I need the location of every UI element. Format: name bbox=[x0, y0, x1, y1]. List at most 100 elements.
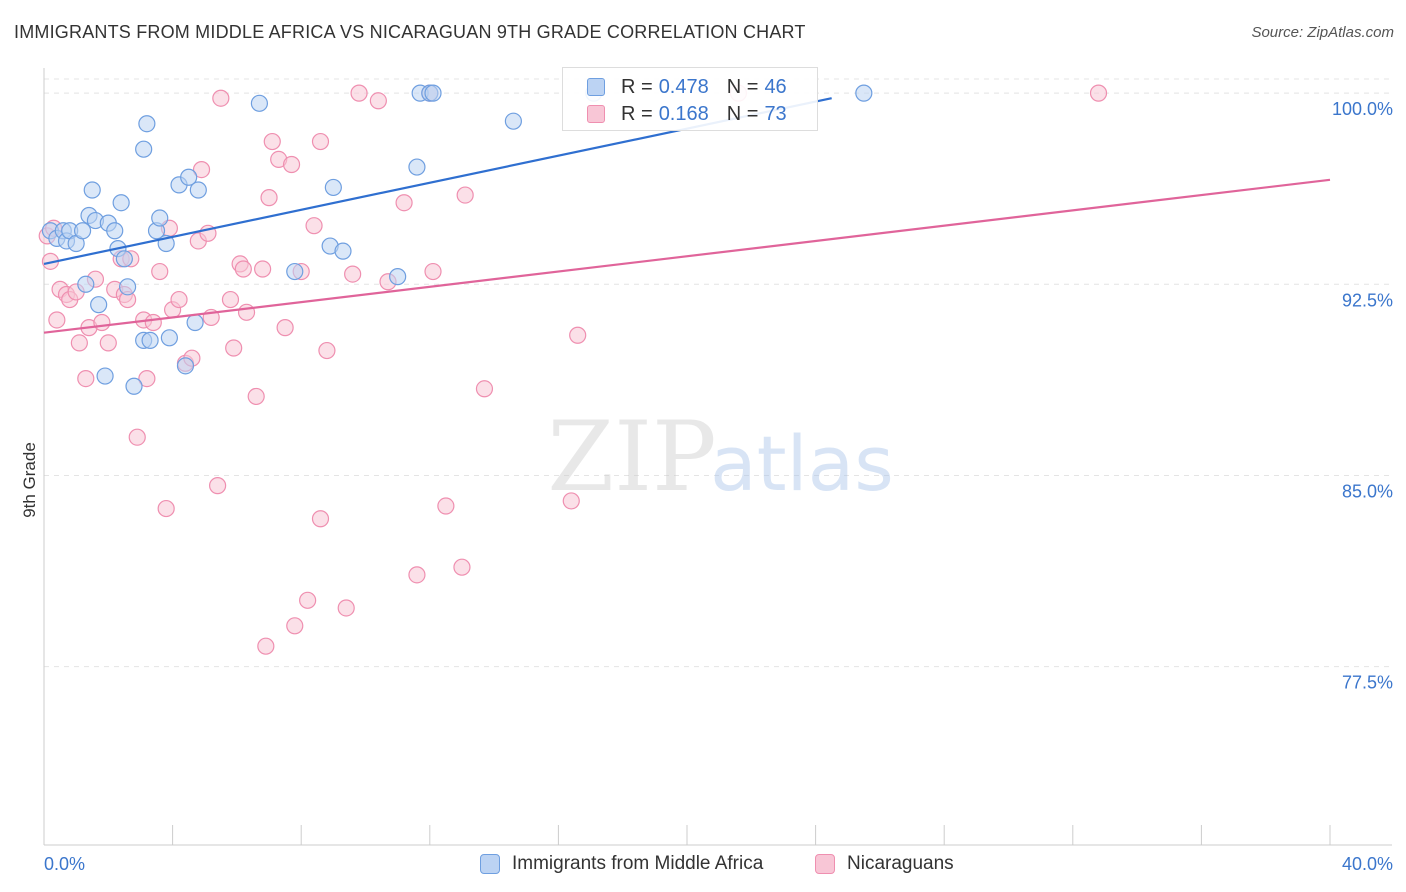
y-tick-label: 85.0% bbox=[1342, 481, 1393, 501]
data-point-nicaraguans bbox=[395, 194, 413, 212]
data-point-nicaraguans bbox=[263, 132, 281, 151]
data-point-nicaraguans bbox=[221, 290, 240, 309]
data-point-middle-africa bbox=[286, 262, 304, 281]
legend-row-nicaraguans: R = 0.168 N = 73 bbox=[587, 102, 787, 126]
legend-r-value: 0.478 bbox=[658, 75, 709, 98]
data-point-nicaraguans bbox=[282, 155, 301, 174]
gridlines bbox=[44, 78, 1392, 668]
series-nicaraguans-points bbox=[38, 84, 1108, 655]
legend-n-value: 46 bbox=[764, 75, 787, 98]
legend-n-label: N = bbox=[726, 75, 759, 98]
watermark-atlas: atlas bbox=[710, 419, 894, 508]
data-point-middle-africa bbox=[96, 367, 114, 385]
legend-n-value: 73 bbox=[764, 102, 787, 125]
data-point-middle-africa bbox=[324, 178, 342, 197]
data-point-nicaraguans bbox=[144, 313, 162, 332]
data-point-middle-africa bbox=[83, 181, 101, 199]
y-tick-label: 100.0% bbox=[1332, 99, 1393, 119]
data-point-middle-africa bbox=[408, 158, 426, 176]
data-point-nicaraguans bbox=[344, 265, 362, 283]
data-point-nicaraguans bbox=[237, 303, 256, 321]
data-point-middle-africa bbox=[135, 140, 153, 158]
trend-line-nicaraguans bbox=[43, 178, 1331, 334]
data-point-nicaraguans bbox=[192, 160, 211, 179]
data-point-nicaraguans bbox=[260, 189, 278, 207]
data-point-middle-africa bbox=[180, 168, 198, 186]
data-point-middle-africa bbox=[138, 115, 156, 133]
data-point-nicaraguans bbox=[70, 334, 88, 352]
bottom-legend-label: Nicaraguans bbox=[847, 853, 954, 874]
series-middle-africa-points bbox=[41, 84, 873, 395]
data-point-nicaraguans bbox=[151, 262, 169, 281]
data-point-nicaraguans bbox=[286, 617, 304, 635]
tick-labels: 77.5% 85.0% 92.5% 100.0% 0.0% 40.0% bbox=[44, 99, 1393, 874]
data-point-middle-africa bbox=[73, 222, 92, 240]
data-point-nicaraguans bbox=[99, 334, 117, 352]
data-point-middle-africa bbox=[334, 242, 352, 260]
data-point-middle-africa bbox=[855, 84, 873, 102]
y-tick-label: 92.5% bbox=[1342, 290, 1393, 310]
data-point-nicaraguans bbox=[311, 510, 330, 528]
data-point-nicaraguans bbox=[209, 477, 227, 495]
legend-swatch-pink bbox=[587, 105, 605, 123]
chart-title: IMMIGRANTS FROM MIDDLE AFRICA VS NICARAG… bbox=[14, 22, 806, 42]
data-point-nicaraguans bbox=[311, 132, 330, 151]
source-label: Source: ZipAtlas.com bbox=[1251, 24, 1394, 41]
data-point-nicaraguans bbox=[475, 380, 494, 398]
bottom-legend-middle-africa: Immigrants from Middle Africa bbox=[480, 852, 763, 876]
data-point-nicaraguans bbox=[48, 311, 66, 329]
data-point-nicaraguans bbox=[299, 591, 317, 609]
data-point-middle-africa bbox=[176, 357, 195, 375]
data-point-middle-africa bbox=[125, 377, 143, 395]
data-point-nicaraguans bbox=[569, 326, 587, 344]
x-tick-label: 40.0% bbox=[1342, 854, 1393, 874]
data-point-middle-africa bbox=[90, 296, 108, 314]
data-point-nicaraguans bbox=[337, 599, 355, 617]
data-point-middle-africa bbox=[77, 275, 95, 293]
legend-row-middle-africa: R = 0.478 N = 46 bbox=[587, 75, 787, 99]
data-point-nicaraguans bbox=[257, 637, 275, 655]
x-tick-label: 0.0% bbox=[44, 854, 85, 874]
data-point-nicaraguans bbox=[77, 369, 95, 388]
data-point-nicaraguans bbox=[93, 313, 111, 332]
data-point-nicaraguans bbox=[562, 492, 580, 510]
data-point-nicaraguans bbox=[276, 319, 294, 337]
data-point-nicaraguans bbox=[369, 92, 387, 110]
data-point-middle-africa bbox=[141, 331, 159, 349]
legend-swatch-blue bbox=[587, 78, 605, 96]
data-point-nicaraguans bbox=[305, 217, 323, 235]
data-point-middle-africa bbox=[424, 84, 442, 102]
data-point-middle-africa bbox=[115, 250, 133, 268]
data-point-middle-africa bbox=[106, 222, 124, 240]
data-point-nicaraguans bbox=[138, 369, 156, 388]
data-point-middle-africa bbox=[389, 268, 407, 286]
data-point-nicaraguans bbox=[453, 558, 471, 576]
data-point-nicaraguans bbox=[1089, 84, 1108, 102]
data-point-middle-africa bbox=[250, 94, 269, 112]
data-point-nicaraguans bbox=[170, 290, 188, 309]
data-point-nicaraguans bbox=[212, 89, 230, 107]
bottom-legend-swatch-blue bbox=[480, 854, 500, 874]
data-point-middle-africa bbox=[118, 278, 137, 296]
data-point-middle-africa bbox=[112, 194, 130, 212]
data-point-nicaraguans bbox=[128, 428, 146, 446]
data-point-nicaraguans bbox=[424, 262, 442, 281]
bottom-legend-nicaraguans: Nicaraguans bbox=[815, 852, 954, 876]
data-point-middle-africa bbox=[186, 313, 204, 332]
data-point-nicaraguans bbox=[157, 499, 175, 518]
data-point-nicaraguans bbox=[254, 260, 272, 278]
watermark: ZIP atlas bbox=[547, 401, 893, 513]
data-point-middle-africa bbox=[189, 181, 207, 199]
data-point-nicaraguans bbox=[318, 341, 336, 360]
data-point-middle-africa bbox=[504, 112, 522, 130]
legend-r-label: R = bbox=[621, 102, 653, 125]
legend-r-label: R = bbox=[621, 75, 653, 98]
data-point-nicaraguans bbox=[350, 84, 368, 102]
y-tick-label: 77.5% bbox=[1342, 673, 1393, 693]
stats-legend: R = 0.478 N = 46 R = 0.168 N = 73 bbox=[562, 67, 818, 131]
data-point-nicaraguans bbox=[456, 186, 474, 204]
data-point-middle-africa bbox=[160, 329, 178, 347]
data-point-nicaraguans bbox=[225, 339, 243, 357]
legend-r-value: 0.168 bbox=[658, 102, 709, 125]
